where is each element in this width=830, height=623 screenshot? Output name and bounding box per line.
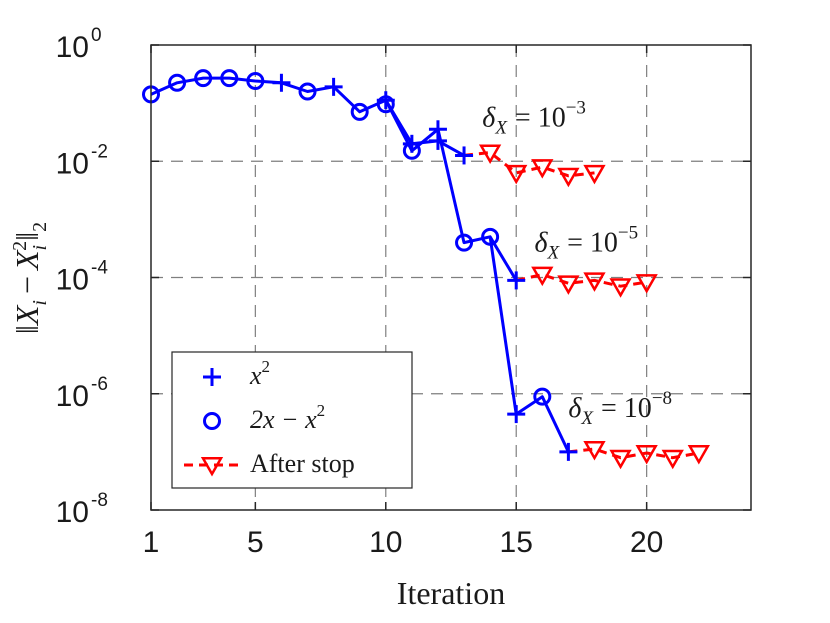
plus-marker — [272, 73, 291, 92]
triangle-marker — [687, 445, 710, 465]
circle-marker — [350, 102, 369, 121]
legend-plus-icon — [203, 368, 221, 386]
circle-marker — [168, 73, 187, 92]
triangle-marker — [557, 167, 580, 188]
circle-marker — [481, 227, 500, 246]
y-title-x2: X — [9, 249, 45, 272]
legend-plus-marker — [203, 368, 221, 386]
legend-label-x2: x — [249, 361, 262, 390]
triangle-marker — [583, 440, 606, 461]
x-tick-label: 1 — [143, 526, 160, 559]
y-tick-exponent: -2 — [91, 141, 108, 162]
triangle-marker — [478, 144, 502, 165]
legend-circle-icon — [203, 412, 221, 430]
triangle-marker — [661, 449, 684, 470]
branch-curve-a — [384, 99, 465, 157]
triangle-marker — [635, 445, 658, 465]
y-tick-exponent: 0 — [91, 25, 102, 46]
y-tick-exponent: -6 — [91, 374, 108, 395]
y-title-norm-close: ‖ — [9, 232, 45, 241]
x-tick-label: 10 — [369, 526, 402, 559]
circle-marker — [298, 82, 317, 101]
y-title-x: X — [9, 304, 45, 327]
triangle-marker — [583, 164, 606, 185]
y-title-sub-i: i — [29, 300, 51, 306]
y-title-minus: − — [9, 276, 45, 294]
circle-marker — [220, 69, 239, 88]
annotations: δX = 10−3 δX = 10−5 δX = 10−8 — [482, 97, 672, 429]
plus-marker — [507, 271, 526, 290]
legend-label-2x-x2: 2x − x — [250, 405, 317, 434]
triangle-marker — [609, 449, 632, 470]
y-title-sub-2: 2 — [29, 222, 51, 232]
circle-marker — [455, 233, 474, 252]
delta-annotation: δX = 10−5 — [534, 222, 638, 263]
plus-marker — [507, 405, 526, 424]
triangle-marker — [531, 159, 554, 179]
triangle-marker — [609, 278, 632, 298]
plus-marker — [324, 77, 343, 96]
plus-marker — [455, 146, 474, 165]
y-title-sub-i2: i — [29, 245, 51, 251]
triangle-marker — [505, 164, 528, 185]
y-tick-exponent: -8 — [91, 490, 108, 511]
legend-entry-2x-x2: 2x − x2 — [203, 401, 325, 434]
legend-triangle-icon — [200, 457, 224, 477]
legend-sup-2x-x2: 2 — [317, 401, 326, 420]
legend: x2 2x − x2 After stop — [171, 351, 413, 489]
circle-marker — [533, 387, 552, 406]
svg-text:‖Xi−Xi2‖2: ‖Xi−Xi2‖2 — [9, 222, 51, 334]
y-title-norm-open: ‖ — [9, 325, 45, 334]
branch-curve-b — [488, 236, 570, 453]
y-title-sup-2: 2 — [9, 241, 31, 251]
delta-annotation: δX = 10−8 — [568, 388, 672, 429]
y-tick-label: 10 — [56, 147, 89, 180]
circle-marker — [376, 95, 395, 114]
x-tick-label: 5 — [247, 526, 264, 559]
legend-label-after-stop: After stop — [250, 449, 355, 478]
x-tick-label: 20 — [630, 526, 663, 559]
triangle-marker — [583, 272, 606, 292]
y-tick-exponent: -4 — [91, 258, 108, 279]
svg-text:x2: x2 — [249, 357, 270, 390]
plus-marker — [559, 442, 578, 461]
circle-marker — [402, 141, 421, 160]
legend-sup-x2: 2 — [262, 357, 271, 376]
x-axis-title: Iteration — [397, 575, 505, 611]
y-tick-label: 10 — [56, 31, 89, 64]
legend-entry-after-stop: After stop — [184, 449, 355, 478]
triangle-marker — [531, 266, 554, 287]
delta-annotation: δX = 10−3 — [482, 97, 586, 138]
y-tick-label: 10 — [56, 380, 89, 413]
svg-text:2x − x2: 2x − x2 — [250, 401, 325, 434]
y-axis-title: ‖Xi−Xi2‖2 — [9, 222, 51, 334]
y-tick-label: 10 — [56, 264, 89, 297]
triangle-marker — [635, 274, 658, 294]
legend-circle-marker — [203, 412, 221, 430]
x-tick-label: 15 — [500, 526, 533, 559]
legend-entry-x2: x2 — [203, 357, 270, 390]
triangle-marker — [557, 275, 580, 295]
y-tick-label: 10 — [56, 496, 89, 529]
circle-marker — [246, 72, 265, 91]
plus-marker — [428, 120, 447, 139]
circle-marker — [194, 69, 213, 88]
legend-triangle-marker — [184, 457, 242, 477]
